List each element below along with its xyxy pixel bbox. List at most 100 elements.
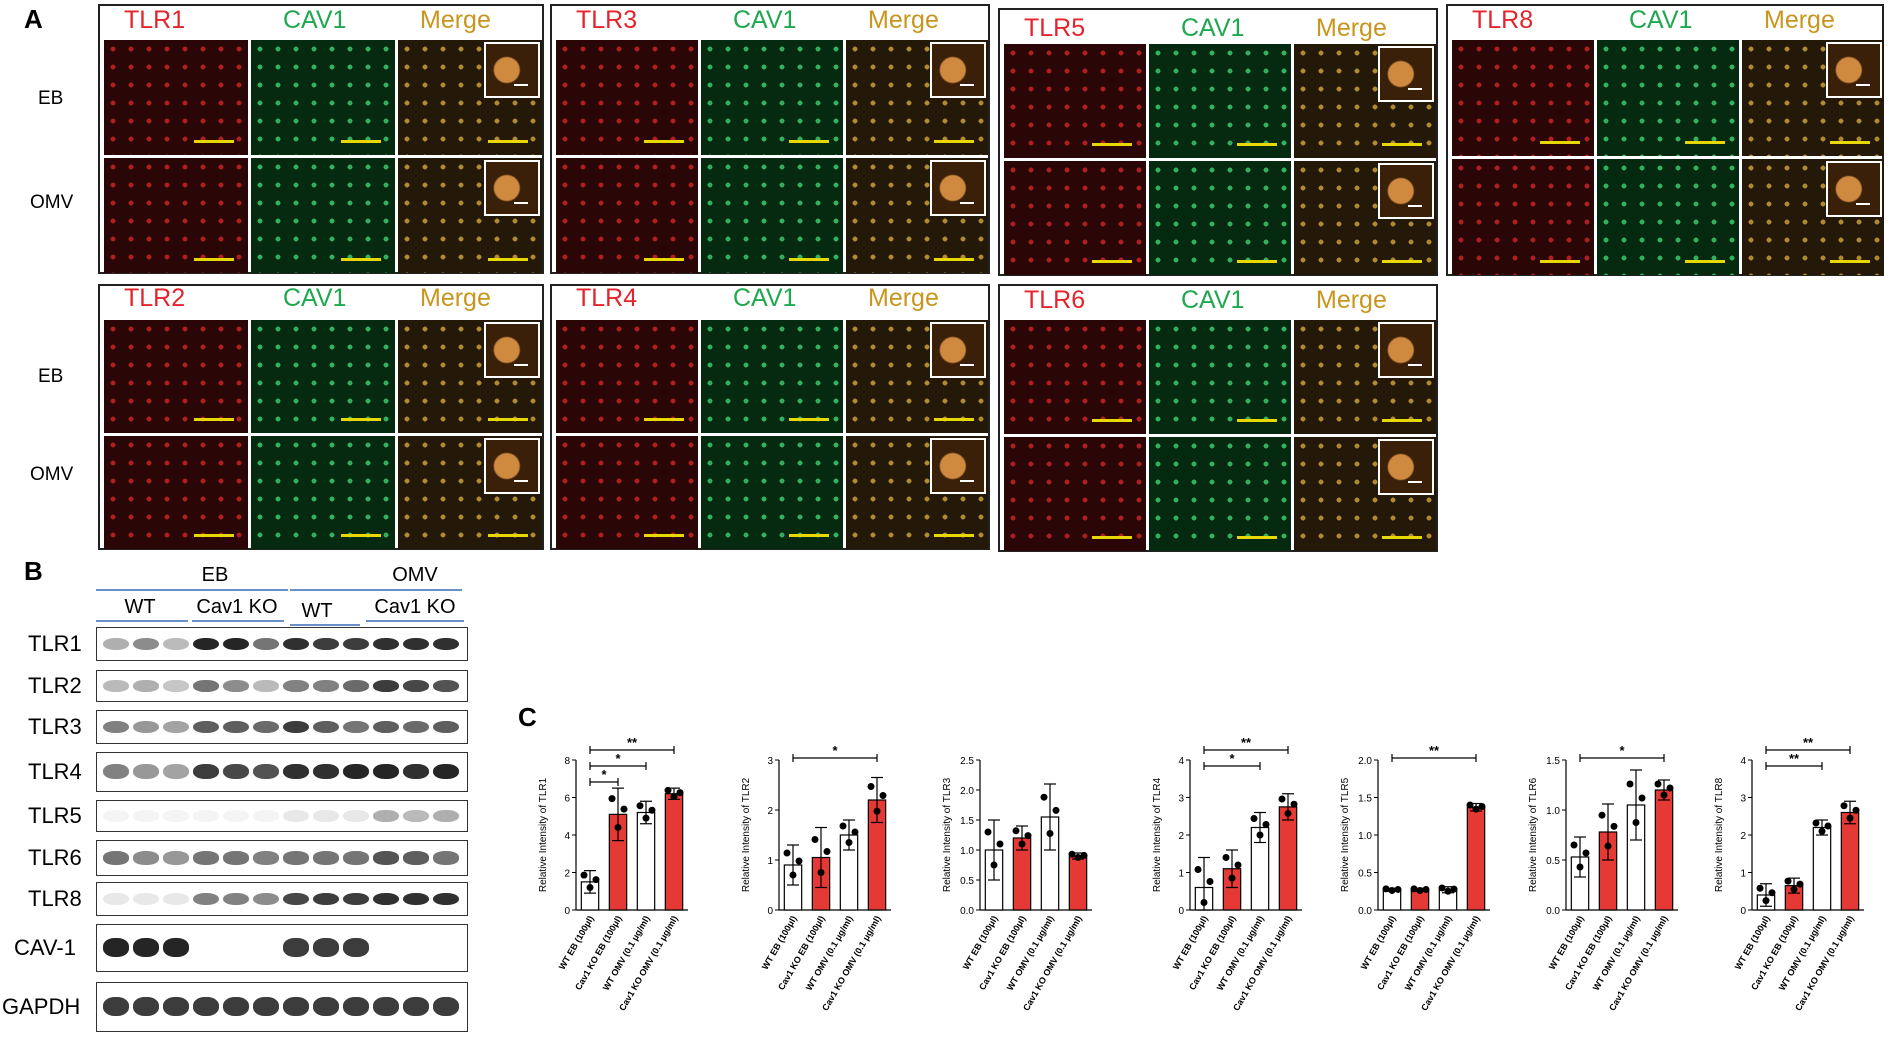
blot-band [283,938,309,957]
scale-bar [1540,260,1580,263]
data-point [1632,819,1640,826]
zoom-inset [930,160,986,216]
blot-band [313,892,339,906]
blot-band [373,892,399,906]
merge-channel-label: Merge [420,284,491,312]
blot-band [163,997,189,1016]
x-tick-label: Cav1 KO EB (100μl) [1187,914,1238,992]
data-point [1666,784,1674,792]
data-point [1654,780,1662,788]
data-point [1466,801,1474,809]
blot-band [103,764,129,780]
blot-band [193,851,219,865]
blot-band [163,764,189,780]
scale-bar [1685,141,1725,144]
micrograph-image [398,320,542,433]
cav1-channel-label: CAV1 [733,6,797,34]
micrograph-image [251,40,395,155]
bar [1382,889,1402,911]
group-label-wt: WT [301,600,333,622]
micrograph-image [251,436,395,549]
blot-band [373,679,399,693]
zoom-inset [1826,161,1882,217]
blot-label: TLR1 [28,631,82,656]
blot-band [343,809,369,823]
y-tick-label: 1.0 [960,846,974,857]
data-point [1080,851,1088,859]
x-tick-label: Cav1 KO EB (100μl) [977,914,1028,992]
micrograph-image [1004,320,1146,434]
data-point [839,822,847,830]
eb-group-line [96,589,288,591]
micrograph-image [701,320,843,433]
micrograph-image [1742,159,1884,275]
data-point [648,806,656,814]
data-point [1228,874,1236,882]
blot-strip [96,882,468,916]
zoom-inset [484,160,540,216]
data-point [1074,854,1082,861]
y-tick-label: 2 [564,869,570,880]
data-point [670,793,678,801]
micrograph-image [846,158,988,273]
blot-band [163,637,189,651]
blot-band [103,720,129,734]
scale-bar [1830,141,1870,144]
data-point [867,783,875,790]
data-point [783,849,791,857]
blot-strip [96,670,468,702]
y-tick-label: 8 [564,756,570,767]
blot-band [103,637,129,651]
micrograph-panel-tlr2: TLR2 CAV1 Merge [98,284,544,550]
micrograph-panel-tlr6: TLR6 CAV1 Merge [998,284,1438,552]
data-point [1222,854,1230,861]
blot-band [223,892,249,906]
blot-band [283,679,309,693]
inset-scale-bar [1856,84,1870,86]
y-tick-label: 1 [1178,869,1184,880]
bar [1194,886,1214,911]
x-tick-label: Cav1 KO OMV (0.1 μg/ml) [820,914,883,1013]
scale-bar [934,140,974,143]
micrograph-image [1294,161,1436,275]
micrograph-image [1149,437,1291,551]
bar [1466,806,1486,911]
data-point [592,876,600,884]
blot-band [403,892,429,906]
blot-band [373,809,399,823]
y-tick-label: 3 [1740,794,1746,805]
blot-band [343,720,369,734]
data-point [1278,795,1286,803]
blot-band [193,764,219,780]
micrograph-image [1004,44,1146,158]
y-tick-label: 1 [767,856,773,867]
y-tick-label: 2.5 [960,756,974,767]
scale-bar [789,534,829,537]
micrograph-panel-tlr4: TLR4 CAV1 Merge [550,284,990,550]
blot-strip [96,800,468,832]
blot-band [343,764,369,780]
blot-label: CAV-1 [14,935,76,960]
blot-band [253,997,279,1016]
bar [1012,837,1032,911]
blot-band [433,679,459,693]
micrograph-image [398,40,542,155]
blot-band [313,997,339,1016]
tlr2-channel-label: TLR2 [124,284,186,312]
bar [636,811,656,911]
micrograph-panel-tlr8: TLR8 CAV1 Merge [1446,4,1884,276]
data-point [873,807,881,815]
scale-bar [644,534,684,537]
y-tick-label: 2 [1740,831,1746,842]
significance-label: ** [1429,743,1440,758]
x-tick-label: Cav1 KO EB (100μl) [1749,914,1800,992]
blot-band [133,892,159,906]
data-point [823,848,831,855]
group-label-wt: WT [124,596,156,618]
y-axis-label: Relative Intensity of TLR1 [538,777,549,892]
x-tick-label: WT OMV (0.1 μg/ml) [1403,914,1454,992]
inset-scale-bar [514,480,528,482]
significance-label: * [1619,743,1625,758]
data-point [1450,885,1458,893]
x-tick-label: WT OMV (0.1 μg/ml) [1215,914,1266,992]
